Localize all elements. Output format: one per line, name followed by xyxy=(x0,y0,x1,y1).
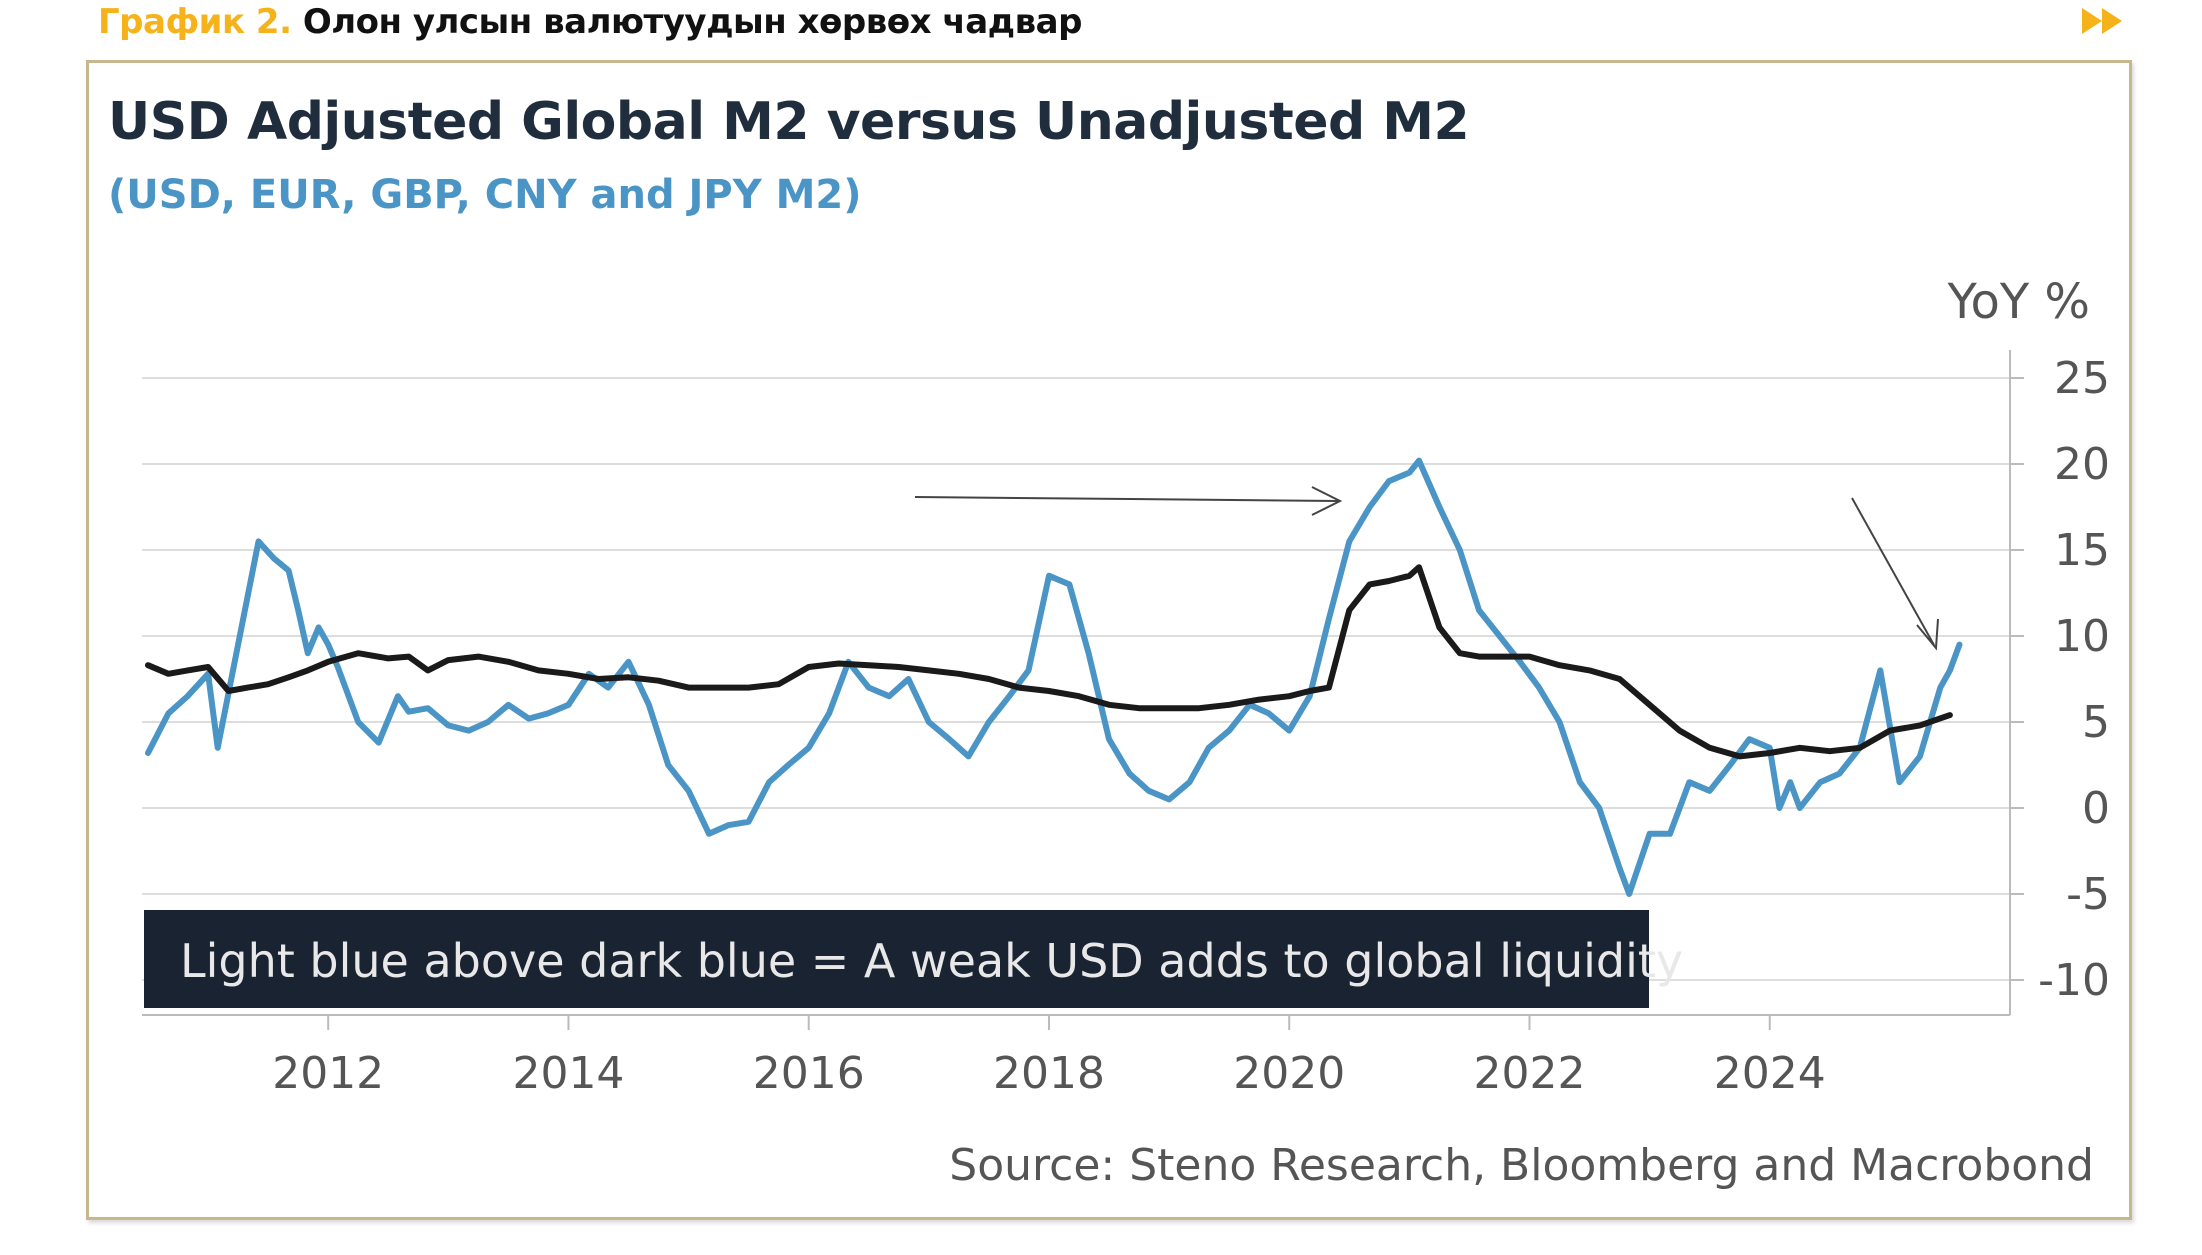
x-tick-label: 2016 xyxy=(753,1048,865,1099)
series-line-usd-adjusted xyxy=(145,457,1963,897)
gridlines xyxy=(142,377,2010,981)
y-tick-label: -5 xyxy=(2066,869,2110,920)
x-tick-label: 2018 xyxy=(993,1048,1105,1099)
series-lines xyxy=(145,457,1963,897)
y-tick-label: 10 xyxy=(2054,611,2110,662)
y-axis-ticks: 25 20 15 10 5 0 -5 -10 xyxy=(2010,353,2110,1006)
series-line-unadjusted xyxy=(145,564,1953,760)
x-axis-ticks: 2012 2014 2016 2018 2020 2022 2024 xyxy=(272,1015,1826,1099)
trend-arrow-horizontal xyxy=(914,486,1343,516)
x-tick-label: 2020 xyxy=(1233,1048,1345,1099)
figure-title: Олон улсын валютуудын хөрвөх чадвар xyxy=(302,2,1083,42)
chart-frame xyxy=(86,60,2132,1220)
chart-subtitle: (USD, EUR, GBP, CNY and JPY M2) xyxy=(108,172,862,218)
figure-heading: График 2. Олон улсын валютуудын хөрвөх ч… xyxy=(98,0,1082,44)
y-axis-label: YoY % xyxy=(1947,274,2091,330)
callout-text: Light blue above dark blue = A weak USD … xyxy=(180,934,1683,988)
figure-label: График 2. xyxy=(98,2,292,42)
source-note: Source: Steno Research, Bloomberg and Ma… xyxy=(949,1140,2094,1191)
callout-box xyxy=(144,910,1649,1008)
x-tick-label: 2012 xyxy=(272,1048,384,1099)
y-tick-label: 5 xyxy=(2082,697,2110,748)
y-tick-label: -10 xyxy=(2038,955,2110,1006)
y-tick-label: 15 xyxy=(2054,525,2110,576)
y-tick-label: 20 xyxy=(2054,439,2110,490)
y-tick-label: 25 xyxy=(2054,353,2110,404)
x-tick-label: 2022 xyxy=(1473,1048,1585,1099)
chart-title: USD Adjusted Global M2 versus Unadjusted… xyxy=(108,92,1470,152)
x-tick-label: 2024 xyxy=(1714,1048,1826,1099)
trend-arrow-diagonal xyxy=(1851,497,1939,651)
double-chevron-right-icon[interactable] xyxy=(2080,4,2130,38)
x-tick-label: 2014 xyxy=(512,1048,624,1099)
y-tick-label: 0 xyxy=(2082,783,2110,834)
